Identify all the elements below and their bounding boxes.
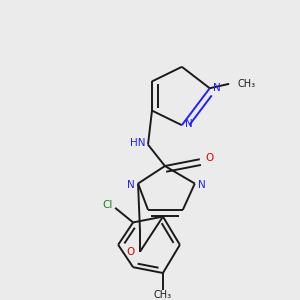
Text: O: O — [126, 247, 135, 256]
Text: O: O — [205, 153, 213, 163]
Text: N: N — [185, 119, 193, 129]
Text: N: N — [213, 83, 220, 93]
Text: HN: HN — [130, 138, 146, 148]
Text: N: N — [198, 180, 206, 190]
Text: Cl: Cl — [102, 200, 113, 210]
Text: N: N — [127, 180, 134, 190]
Text: CH₃: CH₃ — [154, 290, 172, 300]
Text: CH₃: CH₃ — [238, 79, 256, 89]
